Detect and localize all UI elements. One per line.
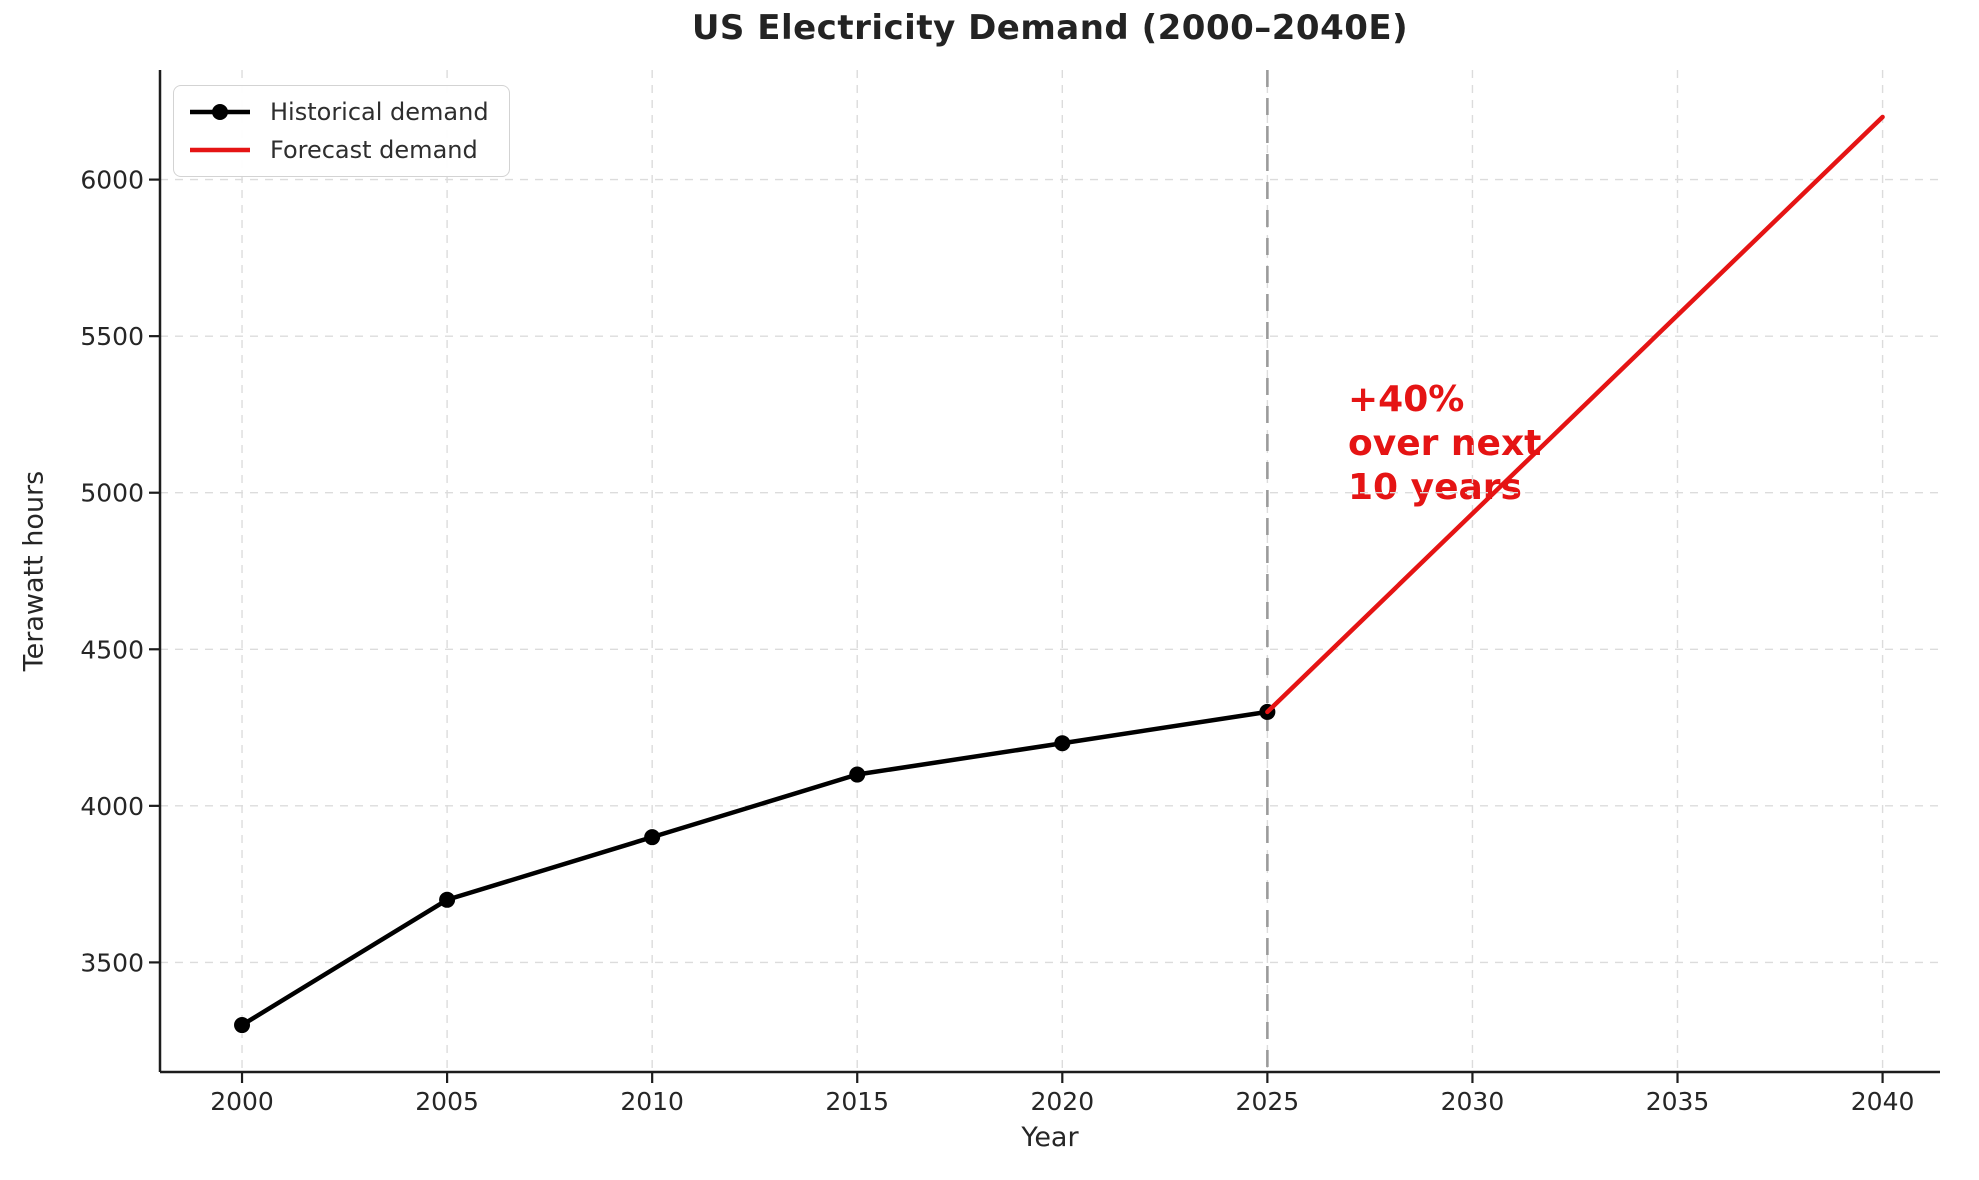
data-point-marker [234,1017,251,1034]
y-tick-label: 5500 [80,322,144,351]
legend: Historical demand Forecast demand [173,85,510,177]
y-tick-label: 4500 [80,635,144,664]
legend-label-forecast: Forecast demand [270,136,478,164]
series-line-forecast [1265,114,1885,715]
y-tick-label: 4000 [80,792,144,821]
growth-annotation: +40% over next 10 years [1348,378,1541,510]
data-point-marker [849,766,866,783]
forecast-line-swatch [190,147,250,153]
chart-title: US Electricity Demand (2000–2040E) [691,8,1409,48]
legend-item-historical: Historical demand [188,98,489,126]
legend-item-forecast: Forecast demand [188,136,489,164]
y-tick-label: 5000 [80,479,144,508]
historical-line-swatch [190,104,250,120]
growth-annotation-line-3: 10 years [1348,466,1522,508]
data-point-marker [1054,735,1071,752]
series-line-historical [239,709,1270,1028]
x-tick-label: 2010 [620,1087,684,1116]
data-point-marker [644,829,661,846]
x-tick-label: 2020 [1030,1087,1094,1116]
x-tick-label: 2035 [1646,1087,1710,1116]
y-tick-label: 6000 [80,166,144,195]
growth-annotation-line-2: over next [1348,422,1542,464]
x-axis-label: Year [1021,1122,1079,1153]
x-tick-label: 2025 [1236,1087,1300,1116]
x-tick-label: 2005 [415,1087,479,1116]
legend-label-historical: Historical demand [270,98,489,126]
y-axis-label: Terawatt hours [18,470,50,672]
growth-annotation-line-1: +40% [1348,379,1465,420]
x-tick-label: 2015 [825,1087,889,1116]
x-tick-label: 2030 [1441,1087,1505,1116]
y-tick-label: 3500 [80,948,144,977]
data-point-marker [439,891,456,908]
x-tick-label: 2040 [1851,1087,1915,1116]
x-tick-label: 2000 [210,1087,274,1116]
